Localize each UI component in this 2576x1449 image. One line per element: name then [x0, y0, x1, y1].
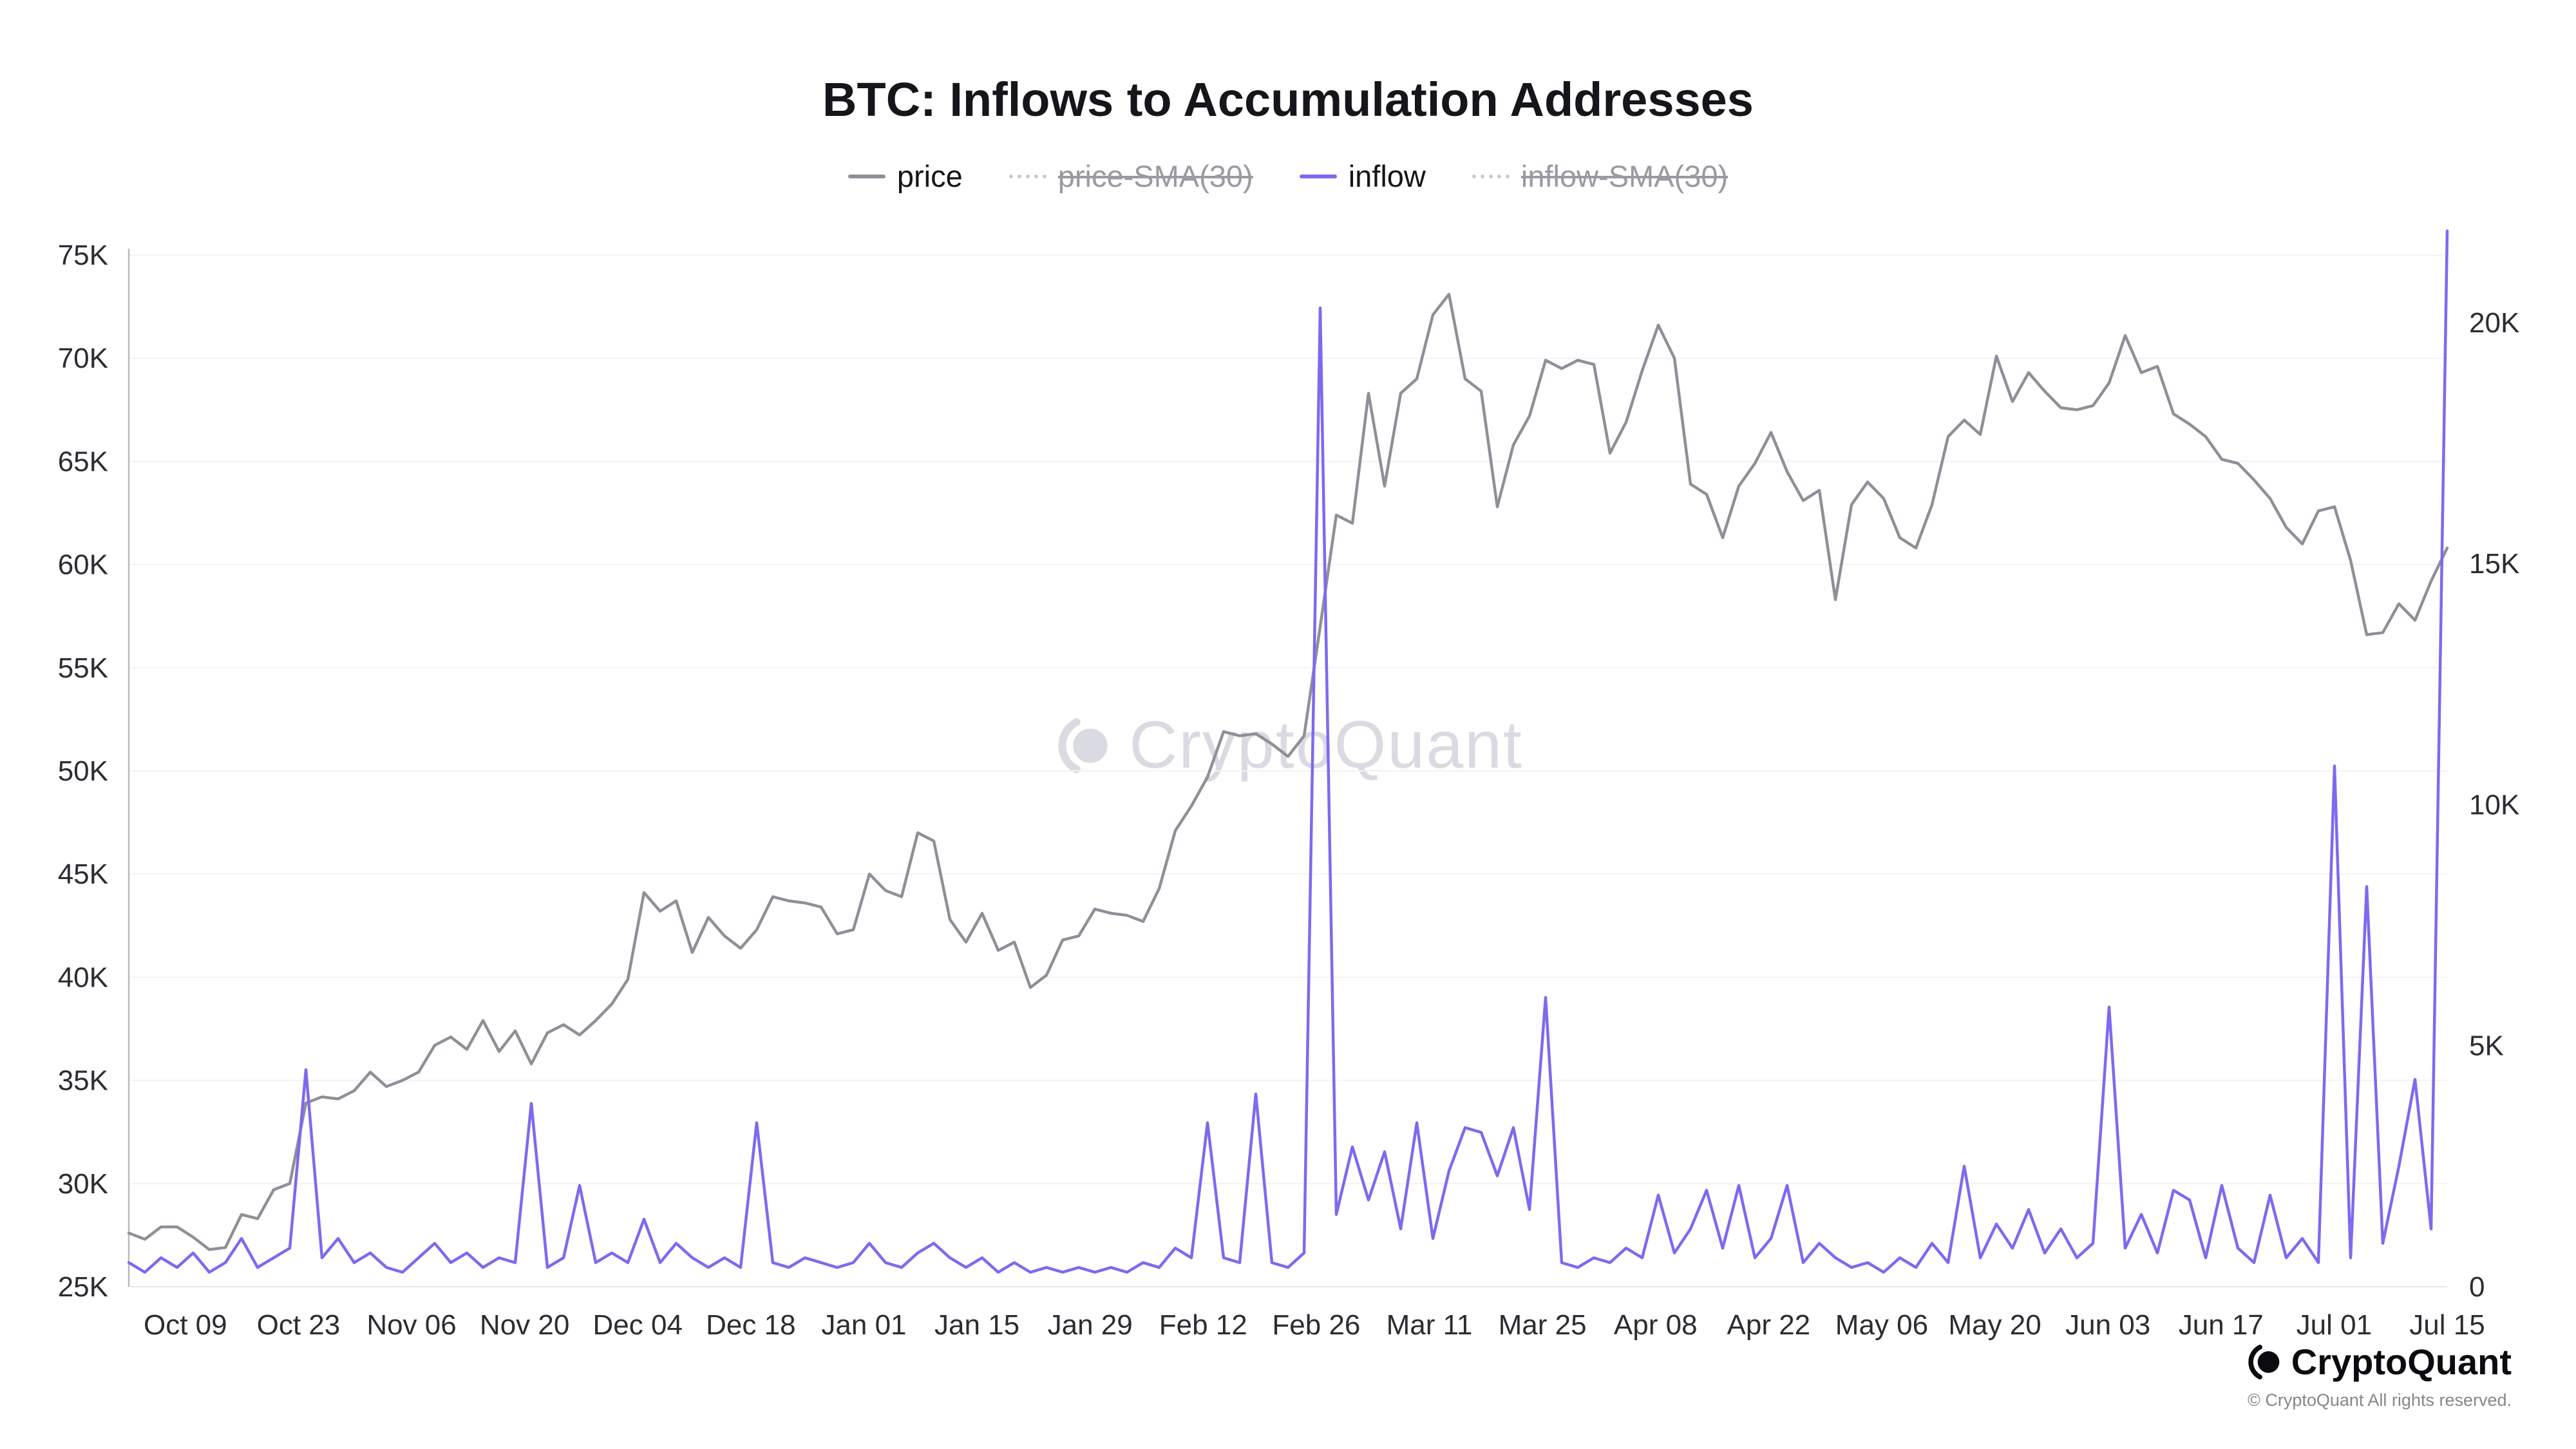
cryptoquant-logo-icon: [2248, 1344, 2280, 1379]
x-axis-tick-label: May 20: [1948, 1309, 2041, 1341]
x-axis-tick-label: Jul 01: [2297, 1309, 2372, 1341]
x-axis-tick-label: May 06: [1835, 1309, 1928, 1341]
x-axis-tick-label: Nov 06: [366, 1309, 456, 1341]
x-axis-tick-label: Apr 22: [1727, 1309, 1811, 1341]
cryptoquant-logo-icon: [1058, 717, 1108, 773]
legend-item-price[interactable]: price: [848, 158, 963, 194]
right-axis-tick-label: 20K: [2469, 307, 2519, 339]
left-axis-tick-label: 25K: [58, 1271, 108, 1303]
watermark-text: CryptoQuant: [1129, 708, 1523, 782]
legend-label: inflow: [1348, 159, 1426, 193]
legend-swatch: [1299, 174, 1337, 178]
right-axis-tick-label: 5K: [2469, 1030, 2504, 1062]
x-axis-tick-label: Dec 18: [706, 1309, 795, 1341]
legend-item-inflow[interactable]: inflow: [1299, 158, 1426, 194]
chart-legend: price price-SMA(30) inflow inflow-SMA(30): [0, 158, 2576, 194]
x-axis-tick-label: Jan 29: [1048, 1309, 1133, 1341]
left-axis-tick-label: 55K: [58, 652, 108, 684]
price-line: [127, 292, 2449, 1251]
legend-label: inflow-SMA(30): [1520, 159, 1728, 193]
x-axis-tick-label: Jun 03: [2065, 1309, 2150, 1341]
x-axis-tick-label: Feb 26: [1272, 1309, 1360, 1341]
x-axis-tick-label: Oct 23: [257, 1309, 341, 1341]
copyright-text: © CryptoQuant All rights reserved.: [2247, 1390, 2512, 1410]
legend-swatch: [848, 174, 886, 178]
right-axis-tick-label: 15K: [2469, 548, 2519, 580]
legend-item-price-sma-30[interactable]: price-SMA(30): [1009, 158, 1253, 194]
legend-item-inflow-sma-30[interactable]: inflow-SMA(30): [1472, 158, 1728, 194]
x-axis-tick-label: Feb 12: [1159, 1309, 1247, 1341]
x-axis-tick-label: Dec 04: [593, 1309, 683, 1341]
x-axis-tick-label: Jan 01: [821, 1309, 906, 1341]
legend-label: price-SMA(30): [1057, 159, 1253, 193]
x-axis-tick-label: Jun 17: [2179, 1309, 2264, 1341]
left-axis-tick-label: 70K: [58, 343, 108, 374]
left-axis-tick-label: 60K: [58, 549, 108, 581]
legend-swatch: [1009, 174, 1046, 178]
x-axis-tick-label: Oct 09: [144, 1309, 227, 1341]
left-axis-tick-label: 75K: [58, 240, 108, 271]
footer-brand-name: CryptoQuant: [2291, 1341, 2512, 1382]
left-axis-tick-label: 30K: [58, 1168, 108, 1200]
inflow-line: [127, 229, 2449, 1274]
left-axis-tick-label: 65K: [58, 446, 108, 477]
watermark: CryptoQuant: [129, 707, 2447, 784]
x-axis-tick-label: Nov 20: [480, 1309, 569, 1341]
footer-brand: CryptoQuant: [2245, 1341, 2512, 1383]
left-axis-tick-label: 45K: [58, 858, 108, 890]
left-axis-tick-label: 50K: [58, 755, 108, 787]
right-axis-tick-label: 10K: [2469, 789, 2519, 820]
x-axis-tick-label: Mar 25: [1499, 1309, 1587, 1341]
x-axis-tick-label: Mar 11: [1387, 1309, 1473, 1341]
left-axis-tick-label: 35K: [58, 1065, 108, 1097]
legend-swatch: [1472, 174, 1510, 178]
x-axis-tick-label: Jul 15: [2409, 1309, 2485, 1341]
footer: CryptoQuant © CryptoQuant All rights res…: [2245, 1341, 2512, 1410]
left-axis-tick-label: 40K: [58, 961, 108, 993]
x-axis-tick-label: Apr 08: [1614, 1309, 1698, 1341]
x-axis-tick-label: Jan 15: [934, 1309, 1019, 1341]
legend-label: price: [896, 159, 963, 193]
right-axis-tick-label: 0: [2469, 1271, 2485, 1303]
chart-title: BTC: Inflows to Accumulation Addresses: [822, 73, 1754, 126]
